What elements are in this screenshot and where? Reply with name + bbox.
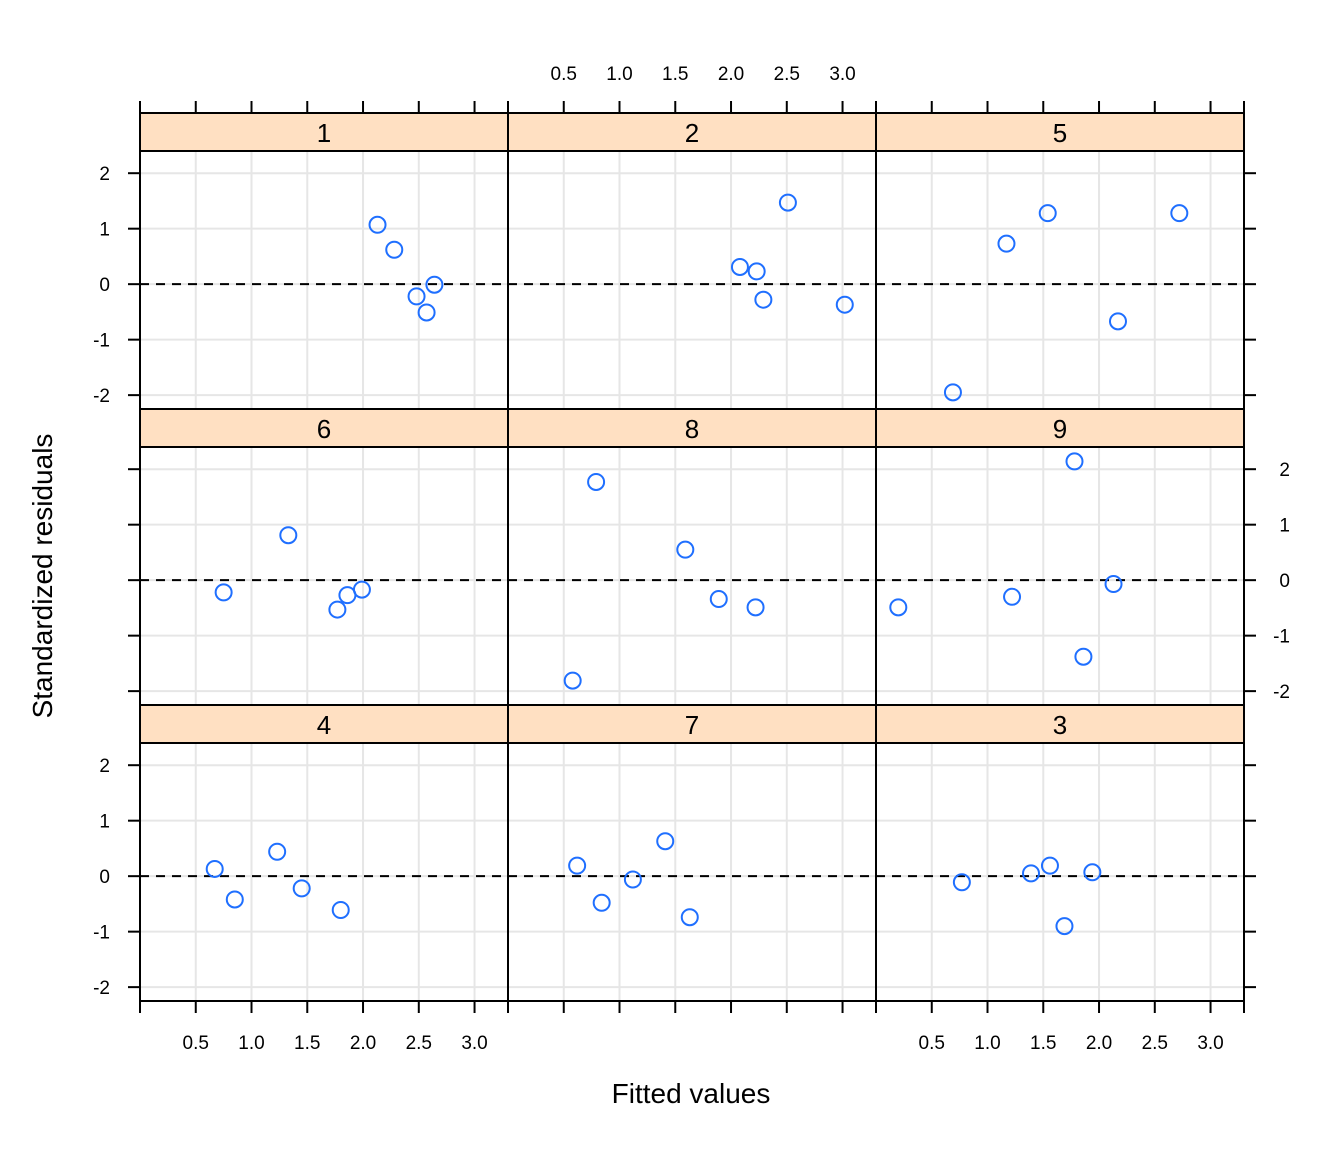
x-tick-label-top: 3.0	[829, 64, 855, 85]
panel-strip	[139, 112, 509, 152]
data-point	[1022, 864, 1041, 883]
panel-strip-label: 1	[317, 118, 331, 148]
data-point	[680, 908, 699, 927]
data-point	[328, 600, 347, 619]
panel-strip-label: 9	[1053, 414, 1067, 444]
y-tick-label-left: 2	[99, 756, 110, 777]
x-axis-title: Fitted values	[612, 1078, 771, 1109]
x-tick-label-bottom: 1.0	[974, 1033, 1000, 1054]
y-tick-label-left: 0	[99, 275, 110, 296]
data-point	[1040, 856, 1059, 875]
panel-strip-label: 5	[1053, 118, 1067, 148]
data-point	[943, 383, 962, 402]
data-point	[1083, 863, 1102, 882]
data-point	[407, 287, 426, 306]
x-tick-label-bottom: 2.5	[406, 1033, 432, 1054]
x-tick-label-bottom: 2.0	[350, 1033, 376, 1054]
data-point	[225, 890, 244, 909]
y-tick-label-left: 2	[99, 164, 110, 185]
x-tick-label-bottom: 1.5	[1030, 1033, 1056, 1054]
data-point	[268, 842, 287, 861]
data-point	[997, 234, 1016, 253]
data-point	[1065, 452, 1084, 471]
data-point	[331, 901, 350, 920]
y-tick-label-left: 1	[99, 220, 110, 241]
data-point	[563, 671, 582, 690]
y-tick-label-right: -2	[1273, 682, 1290, 703]
y-tick-label-left: 0	[99, 867, 110, 888]
x-tick-label-top: 1.5	[662, 64, 688, 85]
y-axis-title: Standardized residuals	[27, 434, 58, 719]
data-point	[1104, 575, 1123, 594]
data-point	[1003, 587, 1022, 606]
data-point	[385, 240, 404, 259]
x-tick-label-top: 0.5	[551, 64, 577, 85]
x-tick-label-top: 1.0	[606, 64, 632, 85]
data-point	[1074, 647, 1093, 666]
x-tick-label-bottom: 3.0	[1197, 1033, 1223, 1054]
data-point	[568, 856, 587, 875]
data-point	[292, 879, 311, 898]
x-tick-label-top: 2.5	[774, 64, 800, 85]
x-tick-label-top: 2.0	[718, 64, 744, 85]
y-tick-label-right: 1	[1279, 516, 1290, 537]
panel-strip	[875, 112, 1245, 152]
x-tick-label-bottom: 2.0	[1086, 1033, 1112, 1054]
data-point	[368, 215, 387, 234]
x-tick-label-bottom: 0.5	[919, 1033, 945, 1054]
x-tick-label-bottom: 3.0	[461, 1033, 487, 1054]
y-tick-label-right: -1	[1273, 627, 1290, 648]
data-point	[592, 893, 611, 912]
data-point	[587, 472, 606, 491]
data-point	[214, 583, 233, 602]
y-tick-label-right: 0	[1279, 571, 1290, 592]
data-point	[623, 870, 642, 889]
data-point	[205, 859, 224, 878]
data-point	[1108, 312, 1127, 331]
x-tick-label-bottom: 1.0	[238, 1033, 264, 1054]
data-point	[1170, 204, 1189, 223]
data-point	[676, 540, 695, 559]
y-tick-label-left: 1	[99, 812, 110, 833]
data-point	[709, 590, 728, 609]
data-point	[835, 295, 854, 314]
data-point	[747, 262, 766, 281]
x-tick-label-bottom: 2.5	[1142, 1033, 1168, 1054]
data-point	[952, 873, 971, 892]
data-point	[352, 580, 371, 599]
x-tick-label-bottom: 1.5	[294, 1033, 320, 1054]
panel-border	[875, 704, 1245, 1002]
data-point	[417, 303, 436, 322]
data-point	[889, 598, 908, 617]
y-tick-label-left: -2	[93, 978, 110, 999]
data-point	[656, 832, 675, 851]
data-point	[425, 275, 444, 294]
panel-strip-label: 8	[685, 414, 699, 444]
data-point	[754, 290, 773, 309]
y-tick-label-right: 2	[1279, 460, 1290, 481]
data-point	[778, 193, 797, 212]
panel-strip	[507, 408, 877, 448]
data-point	[730, 257, 749, 276]
x-tick-label-bottom: 0.5	[183, 1033, 209, 1054]
data-point	[1038, 204, 1057, 223]
panel-strip-label: 6	[317, 414, 331, 444]
panel-strip-label: 3	[1053, 710, 1067, 740]
y-tick-label-left: -1	[93, 331, 110, 352]
y-tick-label-left: -2	[93, 386, 110, 407]
data-point	[746, 598, 765, 617]
panel-strip-label: 4	[317, 710, 331, 740]
data-point	[1055, 917, 1074, 936]
panel-strip-label: 7	[685, 710, 699, 740]
y-tick-label-left: -1	[93, 923, 110, 944]
panel-strip-label: 2	[685, 118, 699, 148]
data-point	[279, 526, 298, 545]
